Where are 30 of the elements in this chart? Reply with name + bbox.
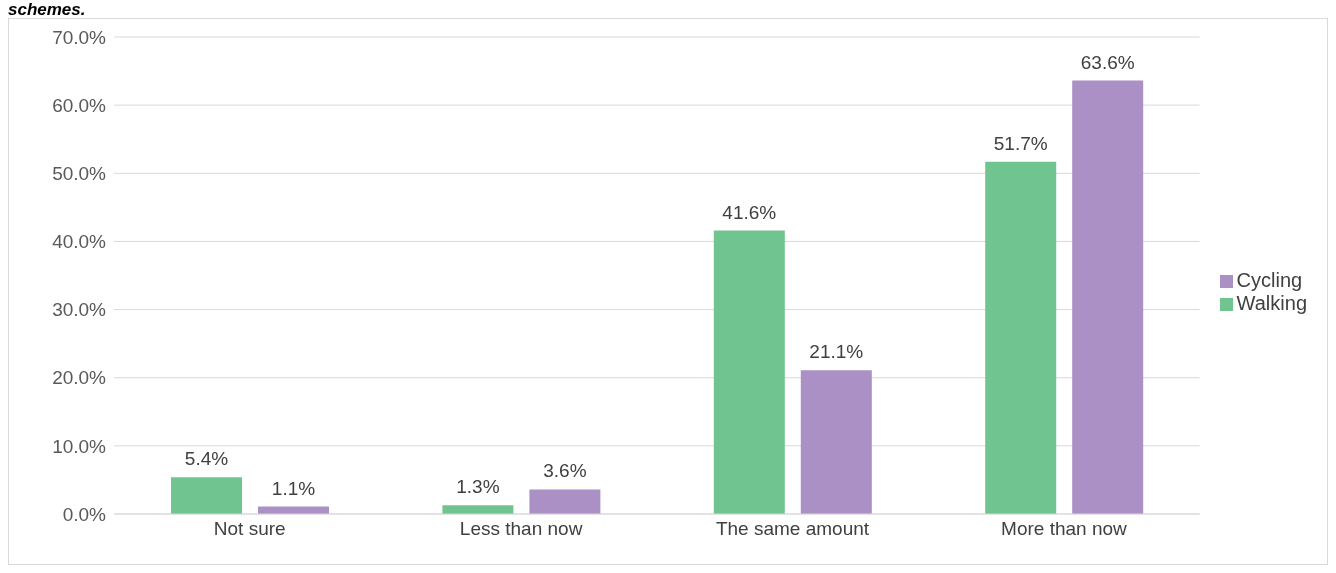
y-tick-label: 20.0%	[52, 367, 107, 389]
y-tick-label: 60.0%	[52, 94, 107, 116]
data-label: 63.6%	[1080, 51, 1135, 73]
bar	[529, 489, 601, 514]
bar	[442, 505, 514, 514]
data-label: 21.1%	[809, 341, 864, 363]
y-tick-label: 70.0%	[52, 26, 107, 48]
data-label: 5.4%	[184, 448, 229, 470]
bar	[1072, 80, 1144, 514]
data-label: 3.6%	[543, 460, 587, 482]
legend-label: Walking	[1236, 291, 1307, 314]
bar	[800, 370, 872, 514]
bar	[713, 230, 785, 514]
y-tick-label: 40.0%	[52, 231, 107, 253]
y-tick-label: 10.0%	[52, 435, 107, 457]
x-tick-label: The same amount	[715, 518, 870, 540]
y-tick-label: 30.0%	[52, 299, 107, 321]
data-label: 1.3%	[456, 476, 500, 498]
bar	[985, 161, 1057, 514]
y-tick-label: 0.0%	[62, 503, 107, 525]
y-tick-label: 50.0%	[52, 163, 107, 185]
bar	[170, 477, 242, 514]
x-tick-label: Less than now	[459, 518, 583, 540]
data-label: 1.1%	[271, 477, 316, 499]
legend-label: Cycling	[1236, 268, 1303, 291]
x-tick-label: Not sure	[213, 518, 286, 540]
data-label: 51.7%	[993, 132, 1048, 154]
x-tick-label: More than now	[1001, 518, 1128, 540]
data-label: 41.6%	[722, 201, 777, 223]
chart-title: schemes.	[8, 0, 86, 20]
